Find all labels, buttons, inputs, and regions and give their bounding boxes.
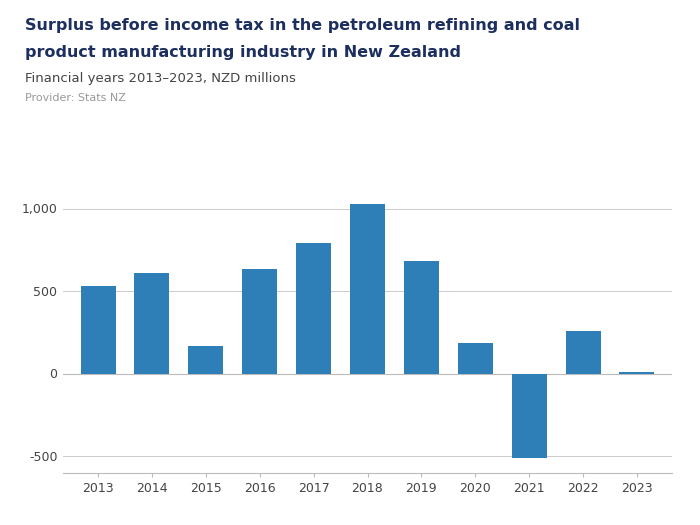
Text: Surplus before income tax in the petroleum refining and coal: Surplus before income tax in the petrole… [25, 18, 580, 34]
Bar [458, 343, 493, 373]
Text: product manufacturing industry in New Zealand: product manufacturing industry in New Ze… [25, 45, 461, 60]
Text: Financial years 2013–2023, NZD millions: Financial years 2013–2023, NZD millions [25, 72, 295, 86]
Bar [566, 331, 601, 373]
Text: figure.nz: figure.nz [572, 22, 656, 38]
Text: Provider: Stats NZ: Provider: Stats NZ [25, 93, 125, 103]
Bar [404, 261, 439, 373]
Bar [620, 372, 654, 373]
Bar [512, 373, 547, 458]
Bar [188, 346, 223, 373]
Bar [350, 204, 385, 373]
Bar [242, 269, 277, 373]
Bar [134, 273, 169, 373]
Bar [296, 243, 331, 373]
Bar [80, 286, 116, 373]
